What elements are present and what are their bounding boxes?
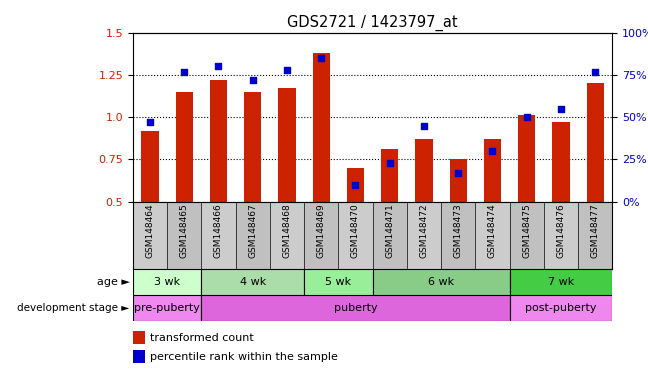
Text: 4 wk: 4 wk (240, 277, 266, 287)
Bar (509, 295, 612, 321)
Point (282, 67, 292, 73)
Bar (373, 202, 407, 269)
Bar (312, 53, 330, 202)
Point (419, 122, 429, 129)
Point (487, 148, 498, 154)
Text: GSM148464: GSM148464 (145, 204, 154, 258)
Bar (518, 116, 535, 202)
Bar (244, 92, 261, 202)
Point (453, 170, 463, 176)
Point (384, 160, 395, 166)
Point (145, 119, 155, 125)
Point (316, 55, 327, 61)
Point (248, 77, 258, 83)
Bar (586, 83, 604, 202)
Bar (509, 202, 544, 269)
Text: GSM148467: GSM148467 (248, 204, 257, 258)
Text: GSM148469: GSM148469 (317, 204, 326, 258)
Text: GSM148477: GSM148477 (591, 204, 600, 258)
Bar (381, 149, 399, 202)
Point (522, 114, 532, 120)
Bar (484, 139, 501, 202)
Bar (373, 269, 509, 295)
Bar (236, 202, 270, 269)
Bar (270, 202, 304, 269)
Text: transformed count: transformed count (150, 333, 253, 343)
Text: GSM148473: GSM148473 (454, 204, 463, 258)
Bar (133, 295, 202, 321)
Point (213, 63, 224, 70)
Text: GSM148475: GSM148475 (522, 204, 531, 258)
Text: GSM148472: GSM148472 (419, 204, 428, 258)
Bar (347, 168, 364, 202)
Point (556, 106, 566, 112)
Text: GSM148471: GSM148471 (385, 204, 394, 258)
Bar (202, 269, 304, 295)
Text: age ►: age ► (97, 277, 130, 287)
Bar (202, 295, 509, 321)
Text: post-puberty: post-puberty (526, 303, 597, 313)
Bar (210, 80, 227, 202)
Point (590, 68, 601, 74)
Text: development stage ►: development stage ► (17, 303, 130, 313)
Bar (441, 202, 476, 269)
Bar (133, 350, 145, 363)
Bar (133, 331, 145, 344)
Bar (476, 202, 509, 269)
Text: 6 wk: 6 wk (428, 277, 454, 287)
Bar (544, 202, 578, 269)
Title: GDS2721 / 1423797_at: GDS2721 / 1423797_at (287, 15, 458, 31)
Bar (338, 202, 373, 269)
Bar (415, 139, 432, 202)
Bar (141, 131, 159, 202)
Bar (133, 202, 167, 269)
Text: GSM148476: GSM148476 (557, 204, 566, 258)
Bar (167, 202, 202, 269)
Text: GSM148474: GSM148474 (488, 204, 497, 258)
Bar (450, 159, 467, 202)
Bar (578, 202, 612, 269)
Text: 5 wk: 5 wk (325, 277, 351, 287)
Bar (552, 122, 570, 202)
Bar (202, 202, 236, 269)
Point (351, 182, 361, 188)
Text: GSM148466: GSM148466 (214, 204, 223, 258)
Bar (279, 88, 295, 202)
Bar (176, 92, 193, 202)
Text: puberty: puberty (334, 303, 377, 313)
Bar (304, 202, 338, 269)
Text: 7 wk: 7 wk (548, 277, 574, 287)
Text: percentile rank within the sample: percentile rank within the sample (150, 351, 338, 362)
Bar (133, 269, 202, 295)
Text: 3 wk: 3 wk (154, 277, 180, 287)
Bar (509, 269, 612, 295)
Text: GSM148468: GSM148468 (283, 204, 292, 258)
Bar (407, 202, 441, 269)
Point (179, 68, 189, 74)
Text: GSM148465: GSM148465 (179, 204, 189, 258)
Bar (304, 269, 373, 295)
Text: pre-puberty: pre-puberty (134, 303, 200, 313)
Text: GSM148470: GSM148470 (351, 204, 360, 258)
